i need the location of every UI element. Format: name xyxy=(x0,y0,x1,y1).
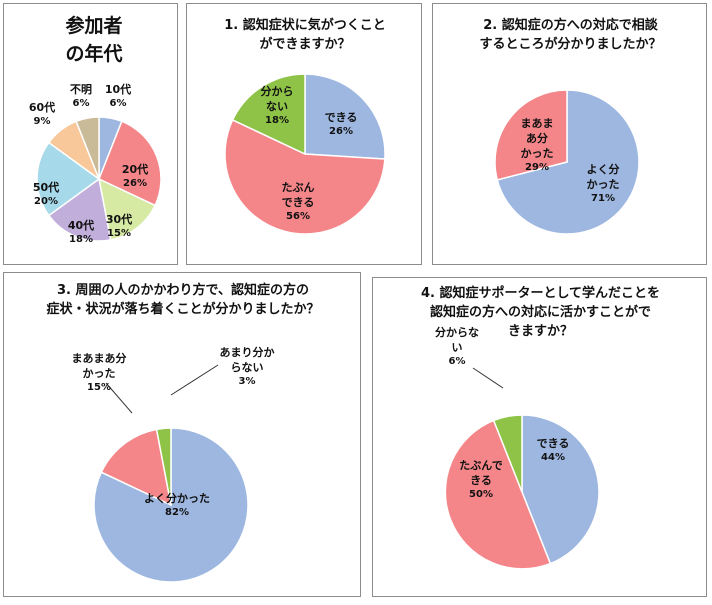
panel-q1: 1. 認知症状に気がつくこと ができますか？ できる 26% 分から ない 18… xyxy=(186,3,422,265)
label-unknown: 不明 6% xyxy=(70,83,92,109)
label-somewhat: まあまあ分 かった 15% xyxy=(71,352,127,393)
label-yes: よく分 かった 71% xyxy=(586,163,620,204)
chart-title: 参加者 の年代 xyxy=(65,15,123,65)
panel-q3: 3. 周囲の人のかかわり方で、認知症の方の 症状・状況が落ち着くことが分かりまし… xyxy=(3,272,361,597)
label-10s: 10代 6% xyxy=(104,83,132,109)
panel-q4: 4. 認知症サポーターとして学んだことを 認知症の方への対応に活かすことがで き… xyxy=(372,277,707,597)
pie-slice-40 xyxy=(47,177,112,242)
label-40s: 40代 18% xyxy=(67,219,95,245)
pie-slice-unknown xyxy=(231,73,306,156)
label-unknown: 分からな い 6% xyxy=(435,326,479,367)
pie-chart xyxy=(93,364,249,583)
pie-chart xyxy=(224,73,386,235)
pie-slice-unknown xyxy=(492,414,523,493)
label-30s: 30代 15% xyxy=(105,213,133,239)
pie-chart xyxy=(494,89,640,235)
leader-line-notreally xyxy=(170,364,219,396)
chart-title: 2. 認知症の方への対応で相談 するところが分かりましたか？ xyxy=(479,18,662,52)
pie-slice-unknown xyxy=(75,116,100,180)
panel-q2: 2. 認知症の方への対応で相談 するところが分かりましたか？ まあま あ分 かっ… xyxy=(432,3,707,265)
label-50s: 50代 20% xyxy=(32,181,60,207)
chart-title: 4. 認知症サポーターとして学んだことを 認知症の方への対応に活かすことがで き… xyxy=(420,286,661,339)
label-unknown: 分から ない 18% xyxy=(260,85,294,126)
pie-slice-30 xyxy=(97,177,157,241)
label-60s: 60代 9% xyxy=(28,101,56,127)
label-yes: できる 44% xyxy=(536,437,570,463)
pie-slice-somewhat xyxy=(100,428,173,507)
label-yes: よく分かった 82% xyxy=(144,492,210,518)
pie-slice-yes xyxy=(496,89,640,235)
panel-age: 参加者 の年代 10代 6% 不明 6% 60代 9% 20代 26% 30代 … xyxy=(3,3,178,265)
pie-slice-50 xyxy=(36,141,101,217)
leader-line-somewhat xyxy=(105,382,133,414)
chart-title: 1. 認知症状に気がつくこと ができますか？ xyxy=(224,18,386,52)
pie-slice-notreally xyxy=(155,427,172,506)
leader-line-unknown xyxy=(472,367,504,389)
pie-slice-maybe xyxy=(444,419,552,570)
chart-title: 3. 周囲の人のかかわり方で、認知症の方の 症状・状況が落ち着くことが分かりまし… xyxy=(46,283,320,317)
label-maybe: たぶん できる 56% xyxy=(281,181,315,222)
pie-chart xyxy=(36,116,162,242)
pie-slice-yes xyxy=(521,414,600,565)
label-20s: 20代 26% xyxy=(121,163,149,189)
pie-slice-20 xyxy=(98,120,162,207)
label-yes: できる 26% xyxy=(324,111,358,137)
pie-slice-maybe xyxy=(224,118,386,235)
label-somewhat: まあま あ分 かった 29% xyxy=(520,117,554,173)
pie-slice-yes xyxy=(304,73,386,160)
label-notreally: あまり分か らない 3% xyxy=(219,346,275,387)
label-maybe: たぶんで きる 50% xyxy=(459,459,503,500)
pie-chart xyxy=(444,367,600,570)
pie-slice-somewhat xyxy=(494,89,568,181)
